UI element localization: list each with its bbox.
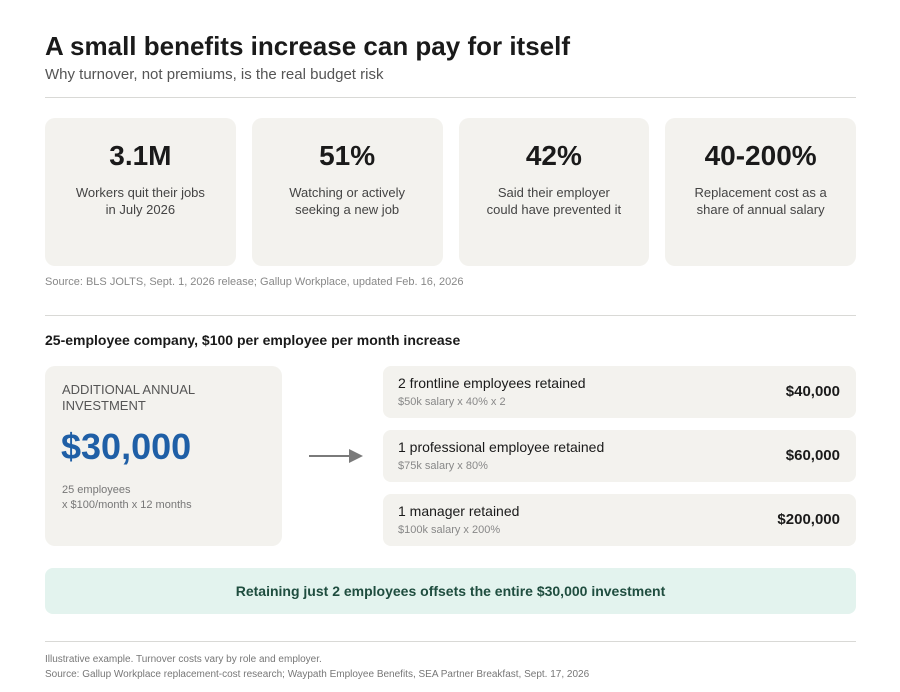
retention-title: 1 manager retained: [398, 503, 520, 519]
stat-cards: 3.1M Workers quit their jobs in July 202…: [45, 118, 856, 266]
stat-value: 3.1M: [109, 140, 172, 171]
stat-label: Watching or actively seeking a new job: [252, 184, 443, 218]
retention-row: 1 professional employee retained $75k sa…: [383, 430, 856, 482]
stat-label: Replacement cost as a share of annual sa…: [665, 184, 856, 218]
stat-value: 51%: [319, 140, 376, 171]
stat-label-line: Watching or actively: [289, 185, 406, 200]
scenario-heading: 25-employee company, $100 per employee p…: [45, 332, 461, 348]
investment-card: Additional annual investment $30,000 25 …: [45, 366, 282, 546]
arrow-right-icon: [309, 449, 363, 463]
retention-list: 2 frontline employees retained $50k sala…: [383, 366, 856, 558]
stat-label-line: Workers quit their jobs: [75, 185, 205, 200]
callout-text: Retaining just 2 employees offsets the e…: [235, 583, 666, 599]
footer-source: Source: Gallup Workplace replacement-cos…: [45, 669, 590, 680]
stat-label-line: share of annual salary: [696, 202, 825, 217]
retention-amount: $200,000: [777, 511, 840, 528]
stat-value: 42%: [525, 140, 582, 171]
stat-card: 3.1M Workers quit their jobs in July 202…: [45, 118, 236, 266]
divider: [45, 315, 856, 316]
retention-calc: $50k salary x 40% x 2: [398, 396, 506, 408]
investment-label: Additional annual investment: [62, 382, 195, 413]
stat-card: 42% Said their employer could have preve…: [458, 118, 650, 266]
investment-value: $30,000: [61, 426, 192, 467]
investment-note-line: 25 employees: [62, 484, 131, 496]
retention-amount: $60,000: [785, 447, 840, 464]
stat-card: 51% Watching or actively seeking a new j…: [251, 118, 443, 266]
stat-label: Workers quit their jobs in July 2026: [45, 184, 236, 218]
investment-note: 25 employees x $100/month x 12 months: [62, 483, 192, 513]
stat-value: 40-200%: [704, 140, 817, 171]
stat-label-line: could have prevented it: [486, 202, 622, 217]
divider: [45, 97, 856, 98]
stat-label-line: seeking a new job: [295, 202, 400, 217]
retention-title: 2 frontline employees retained: [398, 375, 586, 391]
divider: [45, 641, 856, 642]
page-title: A small benefits increase can pay for it…: [45, 31, 571, 61]
retention-calc: $75k salary x 80%: [398, 460, 488, 472]
investment-note-line: x $100/month x 12 months: [62, 499, 192, 511]
retention-calc: $100k salary x 200%: [398, 524, 501, 536]
callout-banner: Retaining just 2 employees offsets the e…: [45, 568, 856, 614]
stat-label: Said their employer could have prevented…: [459, 184, 650, 218]
stat-label-line: Replacement cost as a: [694, 185, 827, 200]
retention-title: 1 professional employee retained: [398, 439, 605, 455]
stat-label-line: in July 2026: [105, 202, 176, 217]
stat-card: 40-200% Replacement cost as a share of a…: [665, 118, 856, 266]
stat-label-line: Said their employer: [497, 185, 610, 200]
stats-source: Source: BLS JOLTS, Sept. 1, 2026 release…: [45, 276, 464, 288]
page-subtitle: Why turnover, not premiums, is the real …: [45, 66, 384, 83]
retention-row: 1 manager retained $100k salary x 200% $…: [383, 494, 856, 546]
footer-note: Illustrative example. Turnover costs var…: [45, 654, 322, 665]
retention-amount: $40,000: [785, 383, 840, 400]
retention-row: 2 frontline employees retained $50k sala…: [383, 366, 856, 418]
